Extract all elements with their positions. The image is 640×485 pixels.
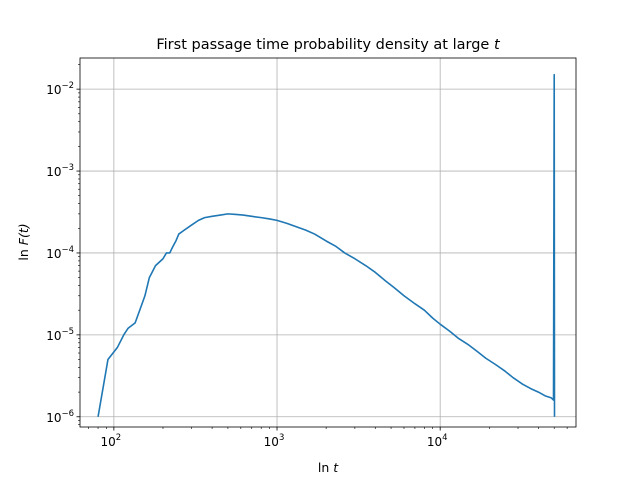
grid [80,58,576,427]
series-line [97,73,556,417]
axes-frame [79,57,577,428]
y-tick-label: 10−5 [46,327,74,343]
x-axis-label: ln t [318,460,339,475]
y-tick-label: 10−3 [46,163,74,179]
x-tick-label: 103 [264,433,285,449]
chart-title: First passage time probability density a… [156,37,501,53]
x-tick-label: 104 [427,433,448,449]
y-tick-label: 10−2 [46,81,74,97]
series-layer [97,73,556,417]
y-tick-label: 10−6 [46,409,74,425]
y-axis-label: ln F(t) [16,223,31,260]
y-tick-label: 10−4 [46,245,74,261]
ticks: 102 103 104 10−6 10−5 10−4 10−3 10−2 [46,64,568,449]
x-tick-label: 102 [101,433,122,449]
